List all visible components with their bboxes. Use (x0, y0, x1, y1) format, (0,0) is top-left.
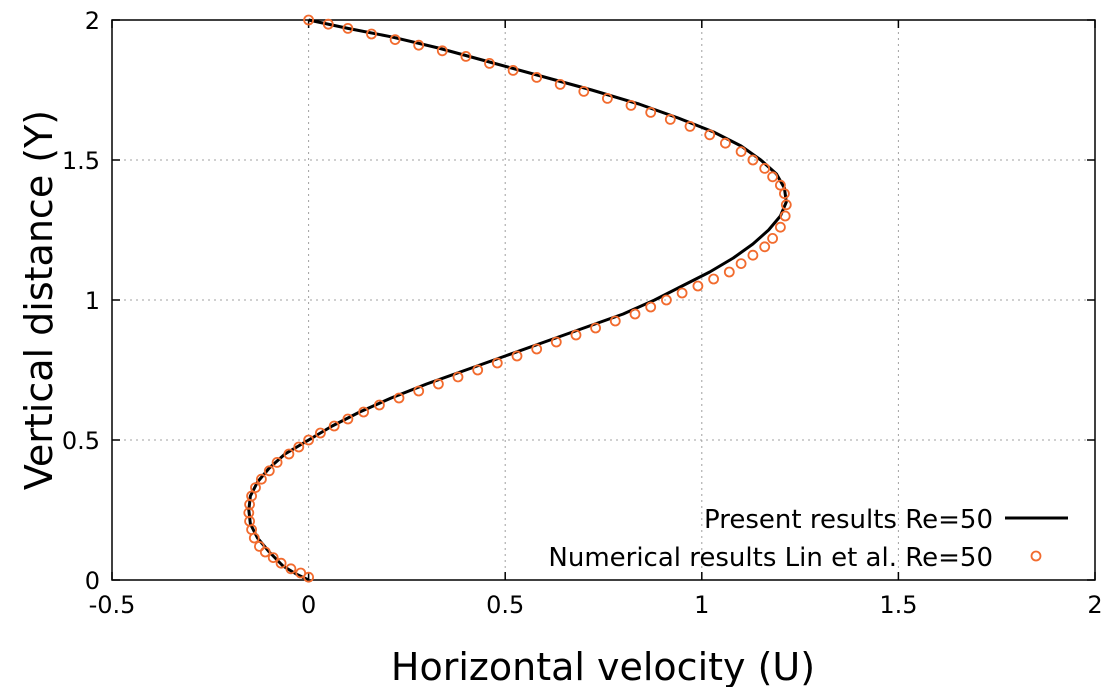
data-point-lin (285, 563, 297, 575)
data-point-lin (507, 65, 519, 76)
data-point-lin (250, 482, 261, 494)
data-point-lin (775, 179, 786, 191)
data-point-lin (432, 378, 444, 390)
x-tick-label: 2 (1087, 591, 1102, 619)
data-point-lin (779, 210, 791, 222)
x-tick-label: 0.5 (486, 591, 524, 619)
y-tick-label: 0.5 (62, 427, 100, 455)
data-point-lin (747, 154, 759, 166)
data-point-lin (661, 294, 672, 306)
data-point-lin (259, 546, 271, 558)
data-point-lin (303, 14, 315, 26)
data-point-lin (735, 258, 747, 270)
data-point-lin (609, 315, 621, 327)
data-point-lin (767, 171, 778, 183)
data-point-lin (692, 280, 704, 292)
data-point-lin (413, 385, 425, 397)
data-point-lin (472, 364, 484, 376)
data-point-lin (293, 441, 305, 453)
data-point-lin (322, 18, 334, 30)
data-point-lin (550, 336, 562, 348)
data-point-lin (314, 427, 326, 439)
data-point-lin (303, 571, 315, 583)
data-point-lin (720, 137, 731, 149)
y-tick-label: 0 (85, 567, 100, 595)
data-point-lin (780, 199, 792, 211)
y-axis-title: Vertical distance (Y) (17, 110, 61, 490)
y-tick-label: 2 (85, 7, 100, 35)
data-point-lin (602, 93, 613, 104)
y-tick-label: 1 (85, 287, 100, 315)
x-tick-labels: -0.5 0 0.5 1 1.5 2 (89, 591, 1103, 619)
data-point-lin (373, 399, 385, 411)
data-point-lin (645, 301, 657, 313)
data-point-lin (283, 448, 295, 460)
data-point-lin (389, 34, 401, 45)
data-point-lin (328, 420, 340, 432)
x-axis-title: Horizontal velocity (U) (391, 645, 815, 687)
plot-series (243, 14, 792, 583)
data-point-lin (625, 100, 637, 111)
data-point-lin (759, 241, 771, 253)
data-point-lin (255, 473, 267, 485)
data-point-lin (531, 72, 543, 83)
data-point-lin (452, 371, 464, 383)
data-point-lin (267, 552, 279, 563)
data-point-lin (413, 39, 425, 51)
data-point-lin (723, 266, 735, 278)
y-tick-label: 1.5 (62, 147, 100, 175)
data-point-lin (735, 146, 747, 158)
data-point-lin (590, 322, 601, 334)
data-point-lin (704, 129, 716, 141)
legend-label-lin: Numerical results Lin et al. Re=50 (548, 543, 993, 573)
data-point-lin (275, 557, 287, 569)
data-point-lin (491, 357, 503, 369)
legend-marker-swatch (1030, 550, 1042, 562)
data-point-lin (436, 45, 448, 57)
y-tick-labels: 0 0.5 1 1.5 2 (62, 7, 100, 595)
data-point-lin (554, 79, 566, 90)
legend-label-present: Present results Re=50 (704, 505, 993, 535)
data-point-lin (684, 121, 696, 132)
data-point-lin (253, 541, 265, 552)
data-point-lin (570, 329, 582, 341)
data-point-lin (366, 28, 377, 40)
series-line-present-results (247, 18, 788, 582)
legend: Present results Re=50 Numerical results … (548, 505, 1068, 573)
data-point-lin (578, 86, 590, 97)
data-point-lin (629, 308, 641, 320)
x-tick-label: 0 (301, 591, 316, 619)
x-tick-label: -0.5 (89, 591, 136, 619)
data-point-lin (271, 456, 283, 468)
data-point-lin (775, 221, 786, 233)
grid-lines (112, 20, 1095, 580)
data-point-lin (767, 232, 778, 244)
data-point-lin (676, 287, 688, 299)
data-point-lin (246, 490, 258, 502)
data-point-lin (708, 273, 719, 285)
data-point-lin (303, 434, 315, 446)
data-point-lin (645, 107, 657, 118)
data-point-lin (511, 350, 523, 362)
data-point-lin (484, 58, 495, 69)
data-point-lin (295, 567, 307, 579)
data-point-lin (358, 406, 370, 418)
data-point-lin (779, 188, 790, 200)
x-tick-label: 1 (694, 591, 709, 619)
data-point-lin (342, 413, 354, 425)
data-point-lin (759, 162, 771, 174)
x-tick-label: 1.5 (879, 591, 917, 619)
data-point-lin (664, 114, 676, 125)
data-point-lin (393, 392, 405, 404)
data-point-lin (263, 465, 275, 477)
data-point-lin (342, 22, 354, 34)
data-point-lin (747, 249, 759, 261)
data-point-lin (460, 51, 472, 62)
data-point-lin (531, 343, 543, 355)
